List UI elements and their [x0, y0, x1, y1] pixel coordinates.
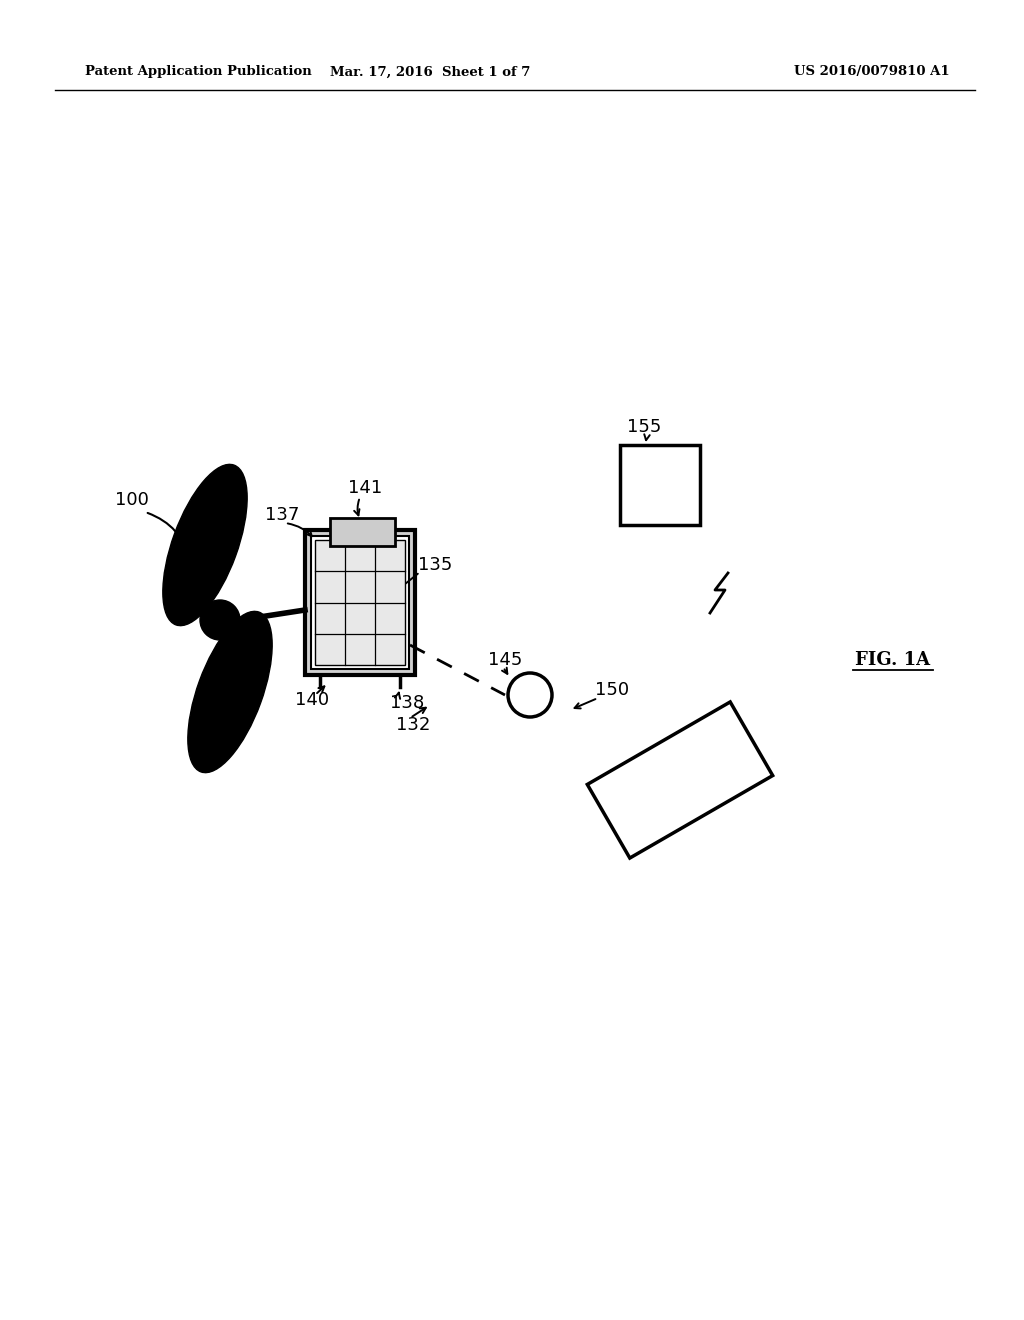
Text: 150: 150 — [595, 681, 629, 700]
Text: 138: 138 — [390, 694, 424, 711]
FancyBboxPatch shape — [305, 531, 415, 675]
Text: 140: 140 — [295, 690, 329, 709]
Text: Mar. 17, 2016  Sheet 1 of 7: Mar. 17, 2016 Sheet 1 of 7 — [330, 66, 530, 78]
Ellipse shape — [163, 465, 247, 626]
Text: 135: 135 — [418, 556, 453, 574]
Circle shape — [200, 601, 240, 640]
Text: US 2016/0079810 A1: US 2016/0079810 A1 — [795, 66, 950, 78]
Circle shape — [508, 673, 552, 717]
Text: 141: 141 — [348, 479, 382, 498]
FancyBboxPatch shape — [620, 445, 700, 525]
Polygon shape — [588, 702, 773, 858]
Text: Patent Application Publication: Patent Application Publication — [85, 66, 311, 78]
Text: 137: 137 — [265, 506, 299, 524]
Text: 145: 145 — [488, 651, 522, 669]
Text: FIG. 1A: FIG. 1A — [855, 651, 930, 669]
Text: 155: 155 — [627, 418, 662, 436]
FancyBboxPatch shape — [330, 517, 395, 546]
Ellipse shape — [187, 611, 272, 772]
FancyBboxPatch shape — [311, 536, 409, 669]
FancyBboxPatch shape — [315, 540, 406, 665]
Text: 100: 100 — [115, 491, 148, 510]
Text: 132: 132 — [396, 715, 430, 734]
